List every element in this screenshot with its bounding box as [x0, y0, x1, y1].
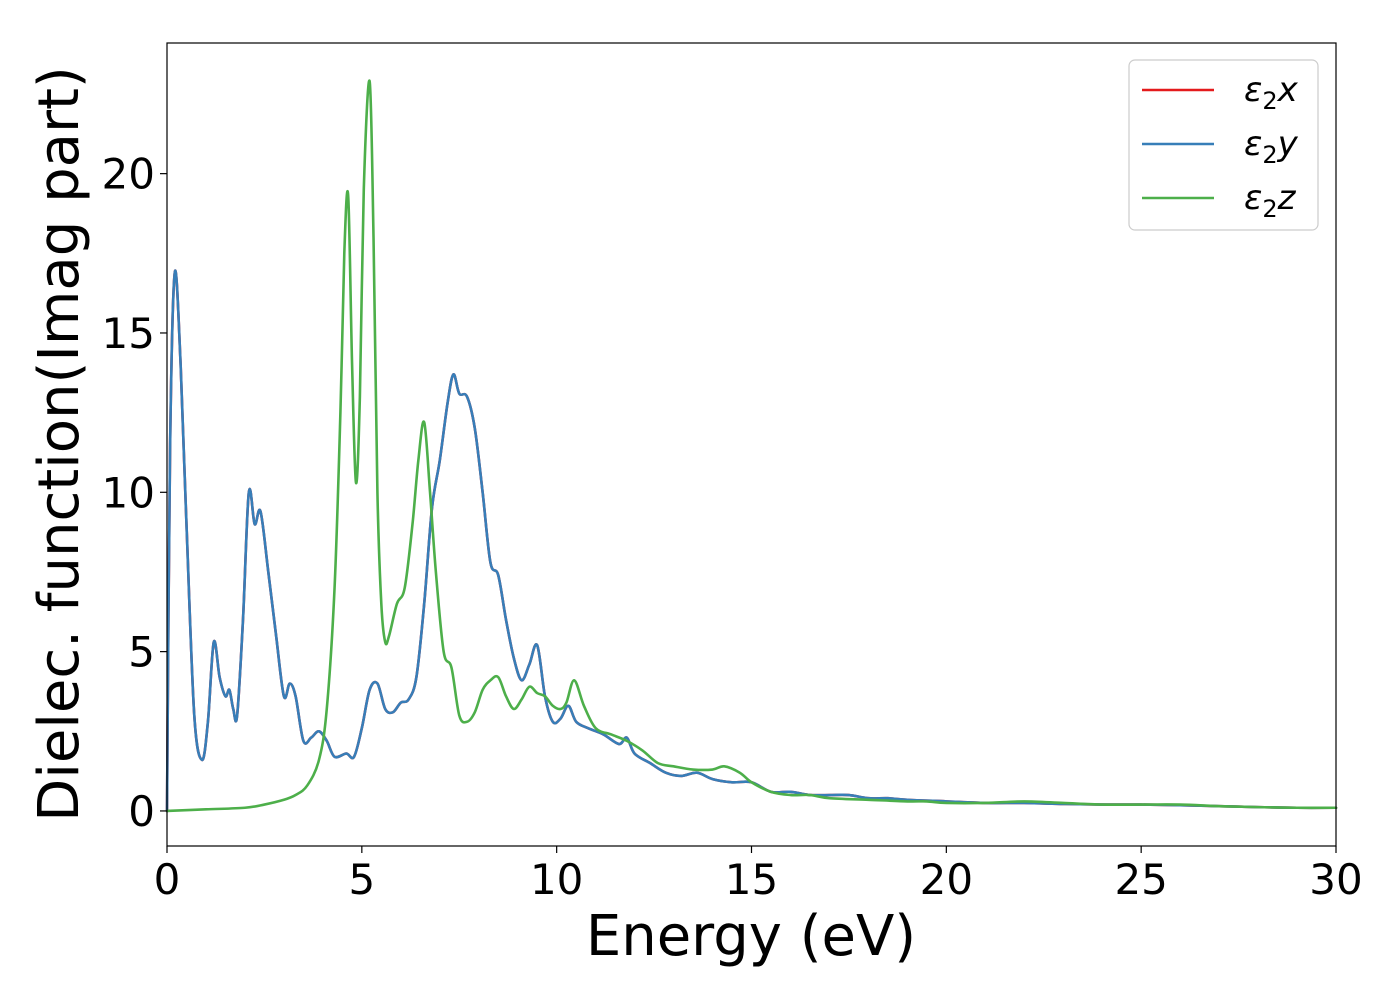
y-tick-label: 15 [102, 309, 155, 358]
x-tick-label: 5 [348, 855, 375, 904]
legend-label-y: ε2y [1244, 124, 1299, 169]
legend-label-z: ε2z [1244, 178, 1297, 223]
y-tick-label: 5 [128, 628, 155, 677]
legend-box [1128, 59, 1319, 231]
y-tick-label: 10 [102, 468, 155, 517]
x-tick-label: 25 [1114, 855, 1167, 904]
series-line-z [165, 79, 1338, 813]
y-tick-label: 20 [102, 150, 155, 199]
x-axis: 0 5 10 15 20 25 30 [154, 846, 1363, 904]
legend: ε2x ε2y ε2z [1128, 59, 1319, 231]
x-tick-label: 15 [725, 855, 778, 904]
x-tick-label: 30 [1309, 855, 1362, 904]
x-tick-label: 10 [530, 855, 583, 904]
y-axis-title: Dielec. function(Imag part) [27, 66, 92, 822]
legend-label-x: ε2x [1244, 70, 1299, 115]
y-tick-label: 0 [128, 787, 155, 836]
x-axis-title: Energy (eV) [586, 904, 916, 969]
series-lines [165, 79, 1338, 813]
y-axis: 0 5 10 15 20 [102, 150, 167, 836]
x-tick-label: 0 [154, 855, 181, 904]
x-tick-label: 20 [920, 855, 973, 904]
